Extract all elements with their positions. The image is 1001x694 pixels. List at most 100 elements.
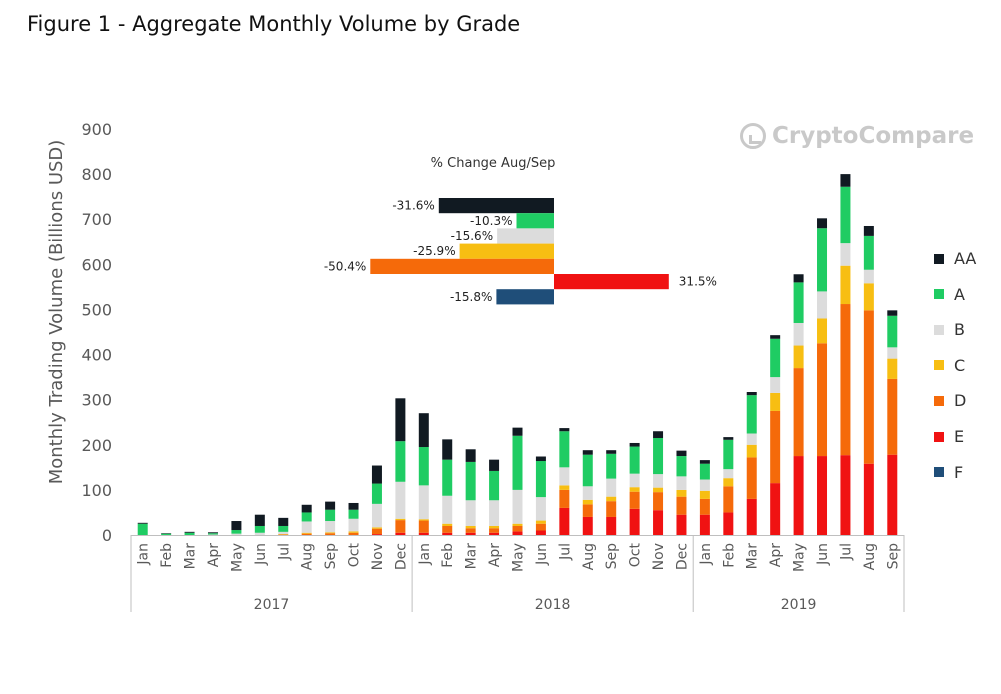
bar-segment-b — [817, 291, 828, 319]
x-tick-label: Feb — [721, 543, 737, 568]
legend-swatch — [934, 253, 944, 264]
x-tick-label: Jan — [136, 543, 152, 566]
bar-segment-a — [489, 470, 500, 501]
bar-segment-b — [723, 469, 734, 479]
y-tick-label: 500 — [81, 300, 112, 319]
bar-segment-d — [278, 534, 289, 536]
bar-segment-c — [301, 532, 312, 534]
bar-segment-aa — [278, 517, 289, 526]
bar-segment-a — [348, 509, 359, 519]
bar-segment-a — [817, 228, 828, 292]
bar-segment-e — [793, 456, 804, 535]
bar-segment-b — [770, 377, 781, 393]
bar-segment-a — [254, 525, 265, 533]
x-tick-label: Aug — [581, 543, 597, 570]
y-tick-label: 300 — [81, 391, 112, 410]
bar-segment-d — [371, 528, 382, 535]
bar-segment-b — [465, 500, 476, 526]
bar-segment-c — [535, 520, 546, 524]
bar-segment-aa — [817, 218, 828, 229]
y-tick-label: 600 — [81, 255, 112, 274]
bar-segment-b — [582, 486, 593, 500]
legend-label: E — [954, 427, 965, 446]
bar-segment-a — [699, 463, 710, 480]
x-tick-label: Jun — [253, 543, 269, 566]
bar-segment-aa — [161, 533, 172, 534]
bar-segment-aa — [606, 450, 617, 454]
bar-segment-e — [371, 534, 382, 535]
bar-segment-d — [512, 525, 523, 532]
x-tick-label: Feb — [440, 543, 456, 568]
y-tick-label: 100 — [81, 481, 112, 500]
y-tick-label: 700 — [81, 210, 112, 229]
bar-segment-a — [653, 438, 664, 475]
legend-label: D — [954, 391, 967, 411]
y-tick-label: 200 — [81, 436, 112, 455]
x-tick-label: Oct — [628, 543, 644, 568]
y-tick-label: 0 — [102, 526, 112, 545]
bar-segment-c — [325, 532, 336, 534]
bar-segment-e — [559, 507, 570, 535]
bar-segment-c — [863, 283, 874, 311]
bar-segment-a — [418, 447, 429, 486]
bar-segment-a — [465, 461, 476, 501]
bar-segment-aa — [629, 442, 640, 447]
bar-segment-b — [535, 497, 546, 521]
bar-segment-d — [746, 457, 757, 499]
bar-segment-d — [535, 523, 546, 531]
bar-segment-d — [653, 492, 664, 511]
bar-segment-b — [231, 533, 242, 535]
x-axis: Jan Feb Mar Apr May Jun Jul Aug Sep Oct Nov Dec Jan F… — [130, 535, 905, 613]
bar-segment-b — [629, 473, 640, 488]
bar-segment-c — [699, 490, 710, 499]
inset-value-label: -25.9% — [413, 244, 455, 258]
bar-segment-e — [582, 516, 593, 535]
bar-segment-e — [653, 510, 664, 535]
bar-segment-b — [699, 479, 710, 491]
bar-segment-b — [863, 269, 874, 284]
bar-segment-a — [395, 441, 406, 482]
bar-segment-c — [770, 392, 781, 411]
bar-segment-c — [840, 265, 851, 305]
bar-segment-a — [231, 530, 242, 534]
x-tick-label: Dec — [675, 543, 691, 570]
bar-segment-b — [325, 521, 336, 533]
legend-label: A — [954, 284, 965, 304]
bar-segment-e — [676, 514, 687, 535]
bar-segment-aa — [535, 456, 546, 462]
bar-segment-b — [371, 503, 382, 528]
bar-segment-d — [817, 343, 828, 457]
x-tick-label: Apr — [487, 543, 503, 567]
bar-segment-a — [535, 461, 546, 498]
inset-value-label: -15.8% — [450, 290, 492, 304]
figure-title: Figure 1 - Aggregate Monthly Volume by G… — [27, 12, 521, 36]
bar-segment-d — [301, 533, 312, 535]
inset-bar-aa — [438, 198, 554, 214]
bar-segment-c — [793, 345, 804, 369]
bar-segment-a — [887, 315, 898, 348]
x-tick-label: May — [511, 543, 527, 572]
x-tick-label: Nov — [651, 543, 667, 570]
bar-segment-aa — [207, 532, 218, 534]
bar-segment-a — [184, 532, 195, 535]
bar-segment-aa — [887, 310, 898, 316]
bar-segment-aa — [184, 531, 195, 533]
x-tick-label: Feb — [159, 543, 175, 568]
bar-segment-c — [489, 525, 500, 529]
bar-segment-a — [863, 235, 874, 270]
bar-segment-e — [512, 531, 523, 535]
bar-segment-e — [840, 455, 851, 535]
bar-segment-aa — [746, 392, 757, 396]
x-tick-label: Aug — [862, 543, 878, 570]
bar-segment-b — [418, 485, 429, 520]
bar-segment-a — [137, 523, 148, 535]
bar-segment-aa — [699, 460, 710, 464]
bar-segment-d — [582, 504, 593, 517]
bar-segment-e — [489, 532, 500, 535]
bar-segment-d — [887, 378, 898, 455]
inset-bar-b — [497, 228, 554, 244]
bar-segment-a — [512, 435, 523, 490]
y-tick-label: 400 — [81, 346, 112, 365]
bar-segment-d — [629, 491, 640, 509]
